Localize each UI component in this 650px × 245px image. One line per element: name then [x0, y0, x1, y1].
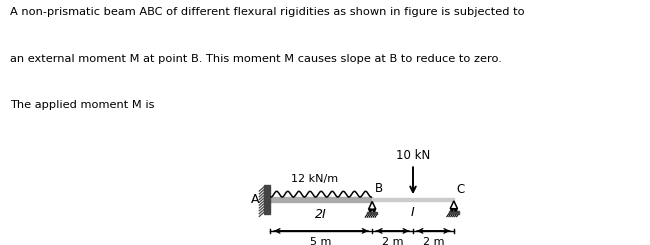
- Text: 10 kN: 10 kN: [396, 149, 430, 162]
- Bar: [367, 211, 377, 214]
- Text: A non-prismatic beam ABC of different flexural rigidities as shown in figure is : A non-prismatic beam ABC of different fl…: [10, 7, 525, 17]
- Text: A: A: [251, 193, 259, 206]
- Text: 2 m: 2 m: [382, 237, 404, 245]
- Circle shape: [373, 209, 375, 211]
- Bar: [372, 197, 454, 201]
- Text: 2 m: 2 m: [422, 237, 444, 245]
- Bar: [265, 185, 270, 214]
- Bar: [270, 197, 372, 201]
- Bar: [449, 211, 459, 214]
- Text: C: C: [456, 183, 465, 196]
- Circle shape: [454, 209, 457, 211]
- Circle shape: [451, 209, 453, 211]
- Text: I: I: [411, 206, 415, 219]
- Text: 2I: 2I: [315, 208, 327, 221]
- Text: The applied moment M is: The applied moment M is: [10, 100, 154, 110]
- Text: 5 m: 5 m: [311, 237, 332, 245]
- Text: an external moment M at point B. This moment M causes slope at B to reduce to ze: an external moment M at point B. This mo…: [10, 54, 502, 64]
- Text: B: B: [374, 182, 383, 195]
- Circle shape: [369, 209, 371, 211]
- Text: 12 kN/m: 12 kN/m: [291, 174, 339, 184]
